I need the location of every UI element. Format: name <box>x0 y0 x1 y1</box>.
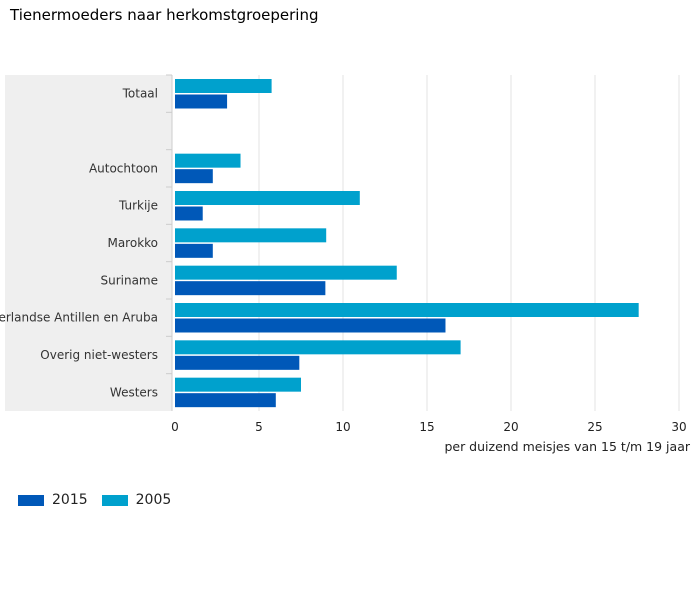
bar-2015-turkije <box>175 206 203 221</box>
legend-label: 2005 <box>135 492 172 508</box>
category-label: Marokko <box>107 236 158 250</box>
category-label: Totaal <box>122 87 158 101</box>
category-panel <box>5 75 172 411</box>
bar-2015-suriname <box>175 281 326 296</box>
x-tick-label: 5 <box>255 420 263 434</box>
bar-2005-totaal <box>175 79 272 93</box>
x-tick-label: 30 <box>671 420 686 434</box>
legend-swatch <box>101 494 128 506</box>
chart-title: Tienermoeders naar herkomstgroepering <box>10 6 319 24</box>
category-label: Turkije <box>118 199 158 213</box>
bar-2005-turkije <box>175 191 360 205</box>
bar-2005-westers <box>175 377 301 392</box>
x-axis-label: per duizend meisjes van 15 t/m 19 jaar <box>444 439 690 454</box>
x-tick-label: 0 <box>171 420 179 434</box>
category-label: Overig niet-westers <box>40 348 158 362</box>
bar-2015-totaal <box>175 94 228 109</box>
legend-item-2015: 2015 <box>18 492 88 508</box>
bar-chart: 0 5 10 15 20 25 30 per duizend meisjes van 15 t… <box>0 74 691 454</box>
bar-2005-marokko <box>175 228 327 243</box>
bar-2005-overig-niet-westers <box>175 340 461 355</box>
bar-2005-autochtoon <box>175 153 241 168</box>
x-tick-label: 25 <box>587 420 602 434</box>
category-label: Westers <box>110 385 158 399</box>
bar-2015-nederlandse-antillen-en-aruba <box>175 318 446 333</box>
legend-item-2005: 2005 <box>101 492 172 508</box>
category-label: Autochtoon <box>89 161 158 175</box>
legend-label: 2015 <box>52 492 88 508</box>
x-tick-label: 15 <box>419 420 434 434</box>
category-label: Suriname <box>100 273 158 287</box>
bar-2015-marokko <box>175 243 213 258</box>
bar-2015-overig-niet-westers <box>175 355 300 370</box>
x-tick-label: 10 <box>335 420 350 434</box>
legend-swatch <box>18 494 44 506</box>
bar-2015-autochtoon <box>175 169 213 184</box>
category-label: Nederlandse Antillen en Aruba <box>0 311 158 325</box>
x-tick-label: 20 <box>503 420 518 434</box>
bar-2005-suriname <box>175 265 397 280</box>
legend: 2015 2005 <box>18 492 171 508</box>
bar-2015-westers <box>175 393 276 408</box>
bar-2005-nederlandse-antillen-en-aruba <box>175 303 639 317</box>
